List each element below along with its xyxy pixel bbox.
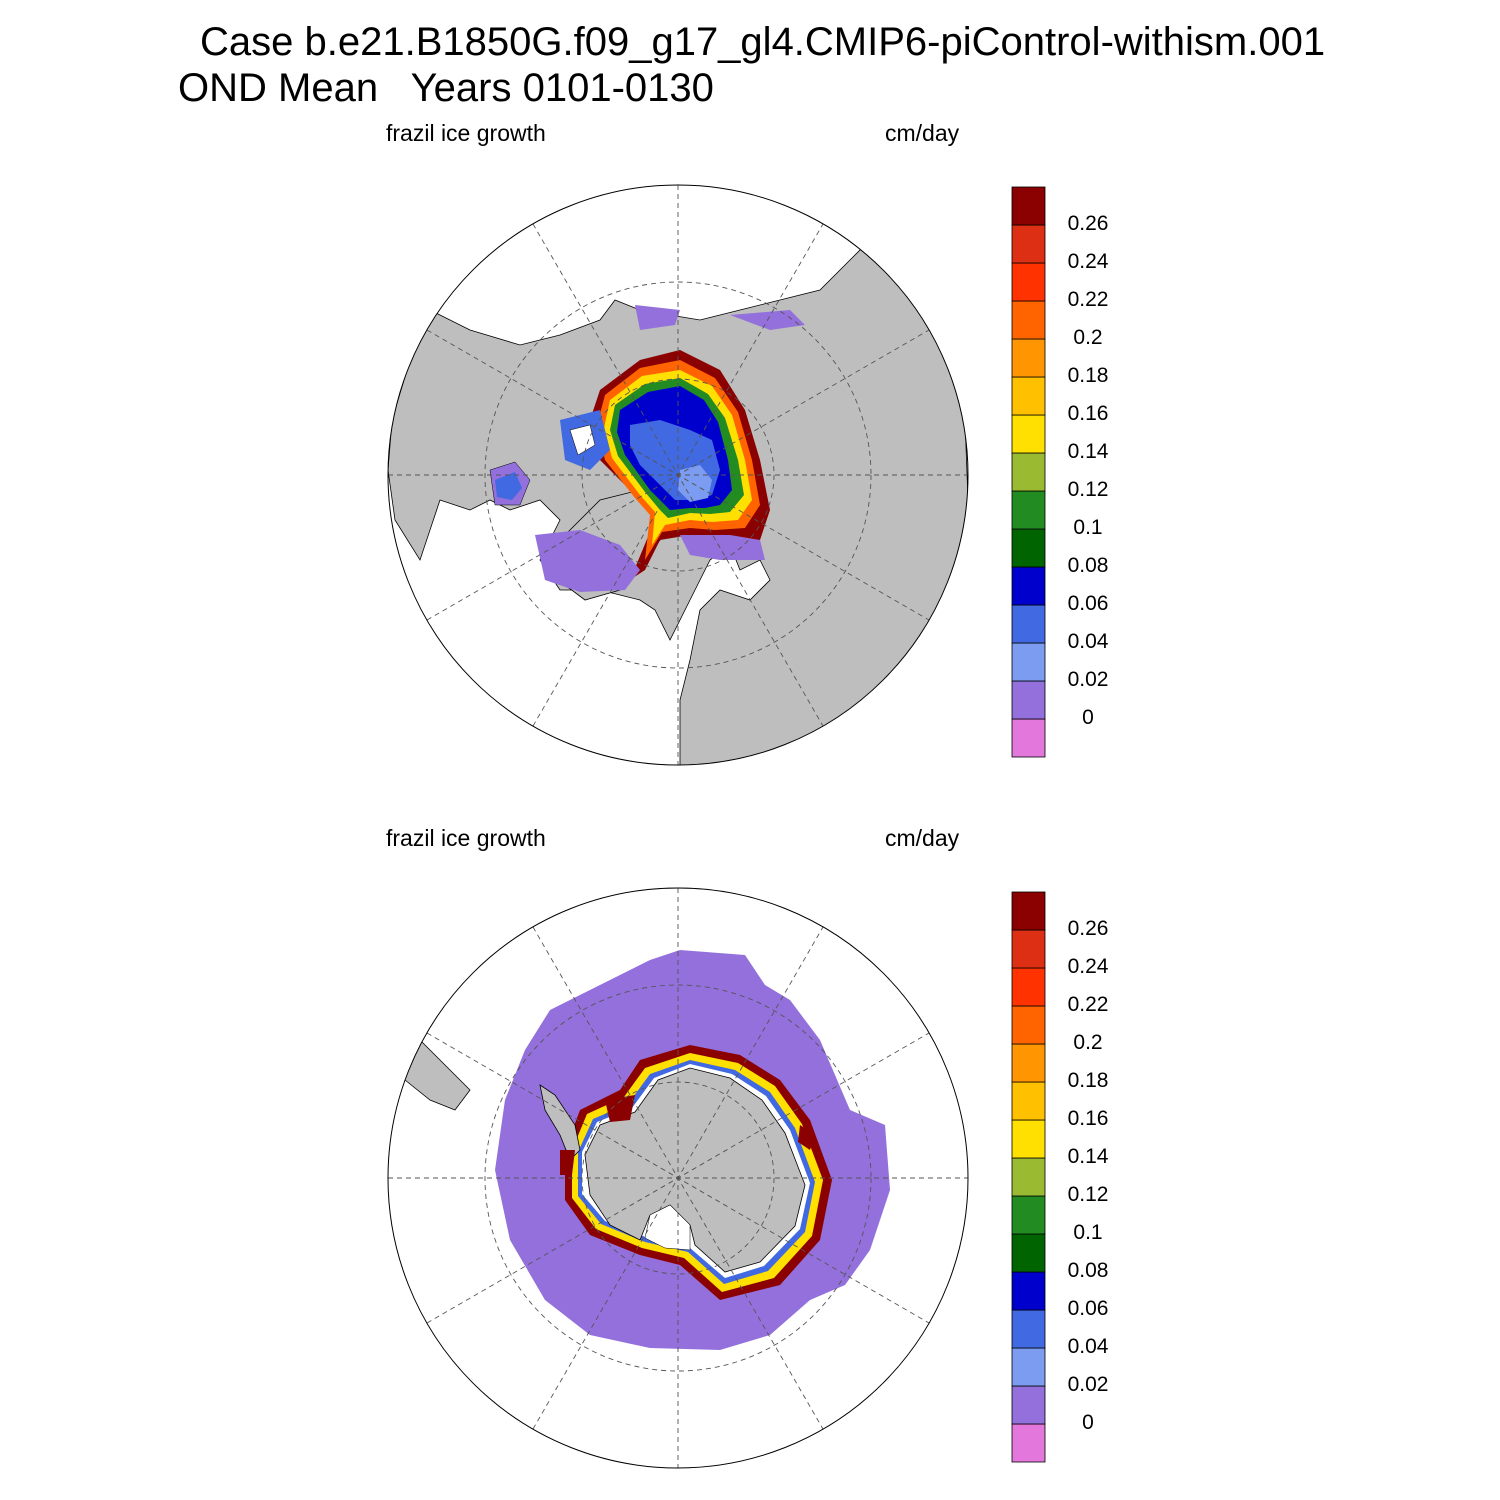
- north-colorbar-swatch: [1011, 376, 1046, 416]
- north-polar-map: [388, 185, 968, 765]
- figure-title-line2: OND Mean Years 0101-0130: [178, 66, 714, 110]
- south-graticule: [388, 888, 968, 1468]
- south-colorbar-swatch: [1011, 1347, 1046, 1387]
- north-colorbar-tick-label: 0.12: [1067, 478, 1109, 501]
- north-colorbar-tick-label: 0.22: [1067, 288, 1109, 311]
- north-colorbar-swatch: [1011, 566, 1046, 606]
- north-colorbar-swatch: [1011, 680, 1046, 720]
- south-colorbar-tick-label: 0.16: [1067, 1107, 1109, 1130]
- north-colorbar-tick-label: 0.02: [1067, 668, 1109, 691]
- north-colorbar-swatch: [1011, 338, 1046, 378]
- south-colorbar-swatch: [1011, 891, 1046, 931]
- north-colorbar-swatch: [1011, 718, 1046, 758]
- antarctica-land: [584, 1067, 806, 1273]
- south-colorbar-swatch: [1011, 1081, 1046, 1121]
- south-colorbar-swatch: [1011, 1385, 1046, 1425]
- south-colorbar-swatch: [1011, 929, 1046, 969]
- north-colorbar-swatch: [1011, 528, 1046, 568]
- south-colorbar-tick-label: 0.08: [1067, 1259, 1109, 1282]
- south-colorbar-tick-label: 0.02: [1067, 1373, 1109, 1396]
- north-colorbar-tick-label: 0.06: [1067, 592, 1109, 615]
- north-colorbar-swatch: [1011, 604, 1046, 644]
- south-panel-units-label: cm/day: [885, 825, 960, 851]
- south-colorbar-tick-label: 0.14: [1067, 1145, 1109, 1168]
- antarctic-peninsula: [539, 1084, 581, 1161]
- north-panel-units-label: cm/day: [885, 120, 960, 146]
- south-colorbar-tick-label: 0: [1082, 1411, 1094, 1434]
- south-colorbar-swatch: [1011, 1157, 1046, 1197]
- south-colorbar-swatch: [1011, 967, 1046, 1007]
- south-colorbar-tick-label: 0.12: [1067, 1183, 1109, 1206]
- north-colorbar-tick-label: 0.18: [1067, 364, 1109, 387]
- south-colorbar-swatch: [1011, 1233, 1046, 1273]
- north-colorbar-tick-label: 0.1: [1073, 516, 1103, 539]
- north-panel-left-label: frazil ice growth: [386, 120, 546, 146]
- south-colorbar-tick-label: 0.18: [1067, 1069, 1109, 1092]
- north-colorbar-swatch: [1011, 262, 1046, 302]
- south-colorbar-swatch: [1011, 1423, 1046, 1463]
- north-colorbar-swatch: [1011, 490, 1046, 530]
- north-colorbar-swatch: [1011, 642, 1046, 682]
- south-colorbar-swatch: [1011, 1119, 1046, 1159]
- north-colorbar-swatch: [1011, 224, 1046, 264]
- north-colorbar: [1011, 186, 1046, 758]
- south-colorbar-tick-label: 0.24: [1067, 955, 1109, 978]
- south-colorbar-swatch: [1011, 1195, 1046, 1235]
- south-colorbar-swatch: [1011, 1043, 1046, 1083]
- south-colorbar-tick-label: 0.22: [1067, 993, 1109, 1016]
- north-colorbar-tick-label: 0.2: [1073, 326, 1103, 349]
- north-colorbar-swatch: [1011, 300, 1046, 340]
- north-colorbar-tick-label: 0: [1082, 706, 1094, 729]
- figure-title-line1: Case b.e21.B1850G.f09_g17_gl4.CMIP6-piCo…: [200, 20, 1326, 64]
- south-panel-left-label: frazil ice growth: [386, 825, 546, 851]
- south-colorbar-tick-label: 0.2: [1073, 1031, 1103, 1054]
- north-colorbar-tick-label: 0.24: [1067, 250, 1109, 273]
- north-graticule: [388, 185, 968, 765]
- south-colorbar-swatch: [1011, 1005, 1046, 1045]
- south-colorbar: [1011, 891, 1046, 1463]
- north-colorbar-tick-label: 0.04: [1067, 630, 1109, 653]
- north-colorbar-swatch: [1011, 414, 1046, 454]
- south-colorbar-tick-label: 0.26: [1067, 917, 1109, 940]
- north-colorbar-swatch: [1011, 186, 1046, 226]
- north-map-border: [387, 184, 969, 766]
- south-polar-map: [388, 888, 968, 1468]
- south-colorbar-tick-label: 0.1: [1073, 1221, 1103, 1244]
- north-colorbar-tick-label: 0.08: [1067, 554, 1109, 577]
- south-colorbar-swatch: [1011, 1271, 1046, 1311]
- south-colorbar-tick-label: 0.04: [1067, 1335, 1109, 1358]
- north-colorbar-tick-label: 0.16: [1067, 402, 1109, 425]
- south-map-border: [387, 887, 969, 1469]
- north-colorbar-tick-label: 0.26: [1067, 212, 1109, 235]
- south-colorbar-swatch: [1011, 1309, 1046, 1349]
- north-colorbar-swatch: [1011, 452, 1046, 492]
- north-colorbar-tick-label: 0.14: [1067, 440, 1109, 463]
- south-colorbar-tick-label: 0.06: [1067, 1297, 1109, 1320]
